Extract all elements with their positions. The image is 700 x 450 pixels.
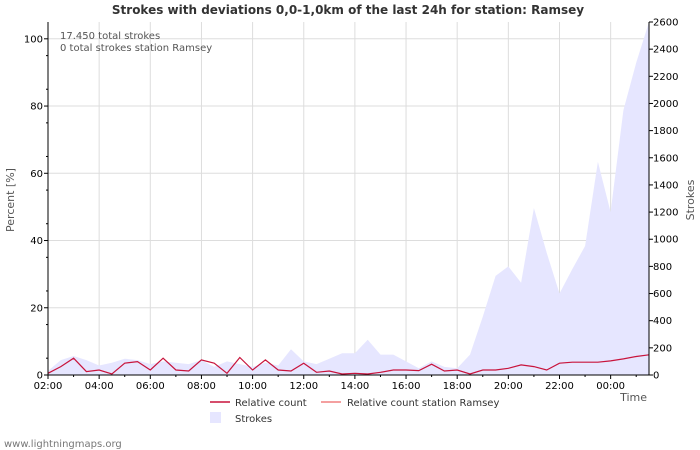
- y-right-tick-label: 800: [653, 262, 672, 273]
- y-right-tick-label: 2200: [653, 72, 678, 83]
- legend-strokes-label: Strokes: [235, 414, 272, 425]
- footer-credit: www.lightningmaps.org: [4, 439, 122, 450]
- y-left-tick-label: 60: [30, 169, 43, 180]
- y-left-tick-label: 40: [30, 236, 43, 247]
- y-left-tick-label: 0: [37, 371, 43, 382]
- x-tick-label: 04:00: [85, 381, 114, 392]
- legend: Relative count Relative count station Ra…: [210, 398, 499, 425]
- y-right-tick-label: 200: [653, 343, 672, 354]
- y-right-tick-label: 1800: [653, 126, 678, 137]
- y-right-tick-label: 2400: [653, 45, 678, 56]
- y-left-axis-label: Percent [%]: [4, 168, 17, 232]
- x-tick-label: 00:00: [596, 381, 625, 392]
- y-left-tick-label: 100: [24, 34, 43, 45]
- x-tick-label: 18:00: [443, 381, 472, 392]
- x-tick-label: 14:00: [340, 381, 369, 392]
- y-right-tick-label: 1400: [653, 180, 678, 191]
- x-tick-label: 16:00: [392, 381, 421, 392]
- grid-layer: [47, 22, 649, 376]
- chart-title: Strokes with deviations 0,0-1,0km of the…: [112, 3, 584, 17]
- x-tick-label: 06:00: [136, 381, 165, 392]
- y-right-tick-label: 1200: [653, 208, 678, 219]
- y-right-tick-label: 1600: [653, 153, 678, 164]
- y-right-tick-label: 0: [653, 371, 659, 382]
- y-right-tick-label: 1000: [653, 235, 678, 246]
- y-right-tick-label: 2000: [653, 99, 678, 110]
- legend-relative-count-station-label: Relative count station Ramsey: [347, 398, 499, 409]
- y-right-tick-label: 400: [653, 316, 672, 327]
- y-left-tick-label: 80: [30, 102, 43, 113]
- y-right-tick-label: 2600: [653, 18, 678, 29]
- x-tick-label: 22:00: [545, 381, 574, 392]
- y-right-tick-label: 600: [653, 289, 672, 300]
- x-tick-label: 02:00: [34, 381, 63, 392]
- legend-strokes-swatch: [210, 412, 221, 423]
- x-tick-label: 10:00: [238, 381, 267, 392]
- strokes-area: [48, 22, 649, 375]
- relative-count-line: [47, 354, 650, 375]
- station-strokes-annotation: 0 total strokes station Ramsey: [60, 43, 212, 54]
- y-right-axis-label: Strokes: [684, 179, 697, 220]
- total-strokes-annotation: 17.450 total strokes: [60, 31, 160, 42]
- ticks-layer: 0204060801000200400600800100012001400160…: [24, 18, 679, 393]
- x-tick-label: 08:00: [187, 381, 216, 392]
- x-tick-label: 12:00: [289, 381, 318, 392]
- y-left-tick-label: 20: [30, 303, 43, 314]
- axes-layer: [44, 21, 653, 379]
- x-axis-label: Time: [619, 391, 647, 404]
- x-tick-label: 20:00: [494, 381, 523, 392]
- legend-relative-count-label: Relative count: [235, 398, 307, 409]
